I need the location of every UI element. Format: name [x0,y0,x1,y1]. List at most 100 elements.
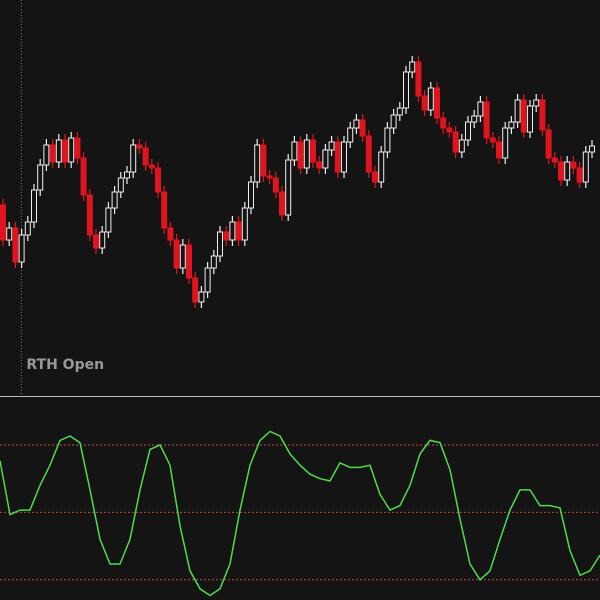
candle-body [316,161,323,169]
candle-body [24,221,31,236]
candle-body [229,221,236,241]
candle-body [173,239,180,269]
candle-body [303,139,310,169]
candle-body [260,144,267,177]
candle-body [353,119,360,129]
candle-body [446,127,453,133]
candle-body [31,189,37,223]
candle-body [372,171,378,183]
candle-body [403,71,409,109]
candle-body [62,139,68,163]
candle-body [570,161,577,169]
candle-body [179,244,186,269]
candle-body [86,194,93,236]
candle-body [49,144,56,163]
candle-body [80,157,87,196]
candle-body [272,177,279,193]
candle-body [347,127,354,143]
candle-body [142,147,149,166]
candle-body [68,137,75,163]
candle-body [489,137,496,143]
candle-body [124,171,130,179]
candle-body [186,244,192,279]
candle-body [248,181,254,209]
candle-body [427,87,434,111]
candle-body [409,61,416,73]
candle-body [18,234,25,263]
candle-body [12,227,19,263]
candle-body [520,99,527,133]
candle-body [359,119,366,137]
candle-body [136,144,143,149]
candle-body [266,175,273,179]
annotation: RTH Open [26,357,104,373]
candle-body [496,141,502,159]
candle-body [192,277,199,303]
candle-body [421,95,428,111]
candle-body [328,141,335,151]
candle-body [582,151,589,183]
candle-body [167,227,174,241]
candle-body [551,157,558,163]
candle-body [390,114,397,129]
candle-body [291,141,298,161]
candle-body [117,177,124,193]
candle-body [161,191,168,229]
candle-body [155,167,161,193]
candle-body [334,141,341,173]
candle-body [452,131,459,153]
candle-body [310,139,316,163]
candle-body [384,127,391,153]
candle-body [210,255,217,269]
candle-body [241,207,248,241]
candle-body [564,161,571,181]
candle-body [99,231,106,249]
candle-body [365,135,372,173]
candle-body [514,99,521,123]
candle-body [396,107,403,116]
candle-body [74,137,81,159]
candle-body [55,139,62,163]
candle-body [285,159,292,216]
candle-body [415,61,422,97]
candle-body [105,207,112,233]
candle-body [322,149,329,169]
candle-body [111,191,118,209]
candle-body [558,161,564,181]
oscillator-line [0,430,600,597]
candle-body [508,121,515,129]
oscillator-panel [0,430,600,597]
candle-body [43,144,50,166]
candle-body [440,117,447,129]
candle-body [0,204,6,241]
candle-body [589,145,595,153]
candle-body [254,144,261,183]
candle-body [545,129,552,159]
candle-body [434,87,440,119]
candle-body [471,115,478,123]
candle-body [458,139,465,153]
candle-body [502,127,509,159]
candle-body [378,151,385,183]
candle-body [6,227,13,241]
candle-body [539,99,546,131]
candle-body [477,101,484,117]
candle-body [465,121,471,141]
candle-body [198,291,205,303]
candle-body [235,221,242,241]
candle-body [93,234,99,249]
candle-body [148,164,155,169]
candle-body [37,164,44,191]
candle-body [223,231,230,241]
candle-body [483,101,490,139]
candle-body [527,105,533,133]
candle-body [204,267,211,293]
candle-body [279,191,285,216]
candle-body [341,141,347,173]
candle-body [576,167,583,183]
candle-body [217,231,223,257]
candle-body [130,144,137,173]
candle-body [297,141,304,169]
